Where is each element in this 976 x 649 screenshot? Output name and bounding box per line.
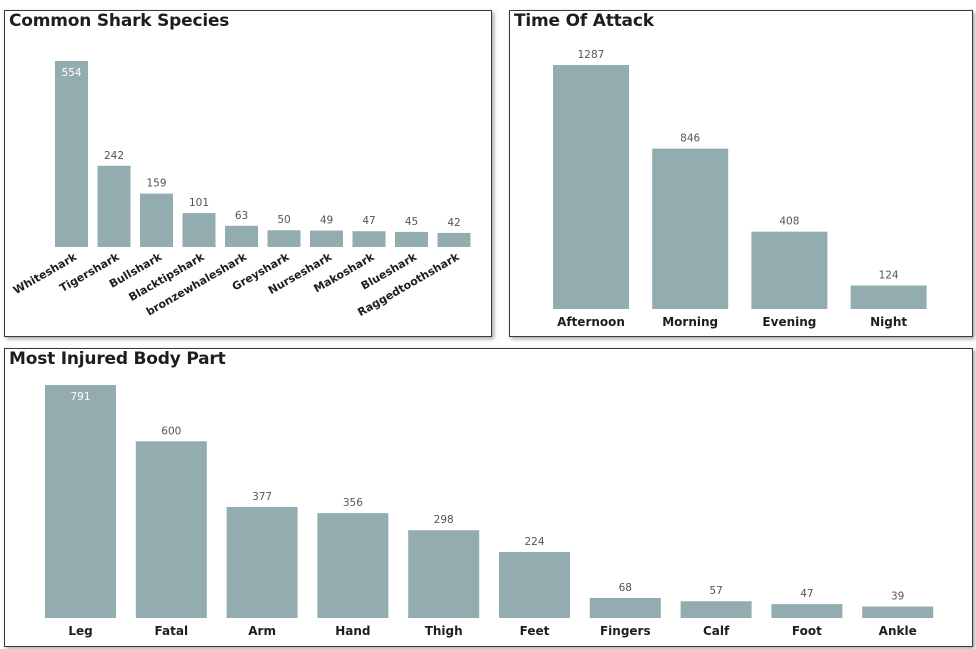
tick-label-evening: Evening [762, 315, 816, 329]
data-label-leg: 791 [70, 391, 90, 403]
bar-tigershark[interactable] [97, 165, 131, 247]
time-chart: 1287 Afternoon 846 Morning 408 Evening 124 Nigh… [553, 49, 927, 329]
data-label-bronzewhaleshark: 63 [235, 210, 248, 222]
time-panel: Time Of Attack 1287 Afternoon 846 Morning 40… [509, 10, 973, 337]
bar-blueshark[interactable] [395, 231, 428, 247]
bar-evening[interactable] [751, 231, 828, 309]
data-label-morning: 846 [680, 133, 700, 145]
tick-label-thigh: Thigh [425, 624, 463, 638]
data-label-hand: 356 [343, 497, 363, 509]
bar-arm[interactable] [226, 506, 298, 618]
tick-label-morning: Morning [662, 315, 718, 329]
bar-blacktipshark[interactable] [182, 213, 216, 247]
tick-label-fingers: Fingers [600, 624, 651, 638]
data-label-bullshark: 159 [146, 178, 166, 190]
bar-nurseshark[interactable] [310, 230, 343, 247]
bar-fatal[interactable] [135, 441, 207, 618]
data-label-fingers: 68 [619, 582, 632, 594]
bar-ankle[interactable] [862, 606, 934, 618]
bar-calf[interactable] [680, 601, 752, 618]
bar-thigh[interactable] [408, 530, 480, 618]
bar-afternoon[interactable] [553, 65, 629, 309]
data-label-makoshark: 47 [362, 215, 375, 227]
data-label-blueshark: 45 [405, 216, 418, 228]
bar-greyshark[interactable] [267, 230, 301, 247]
tick-label-night: Night [870, 315, 907, 329]
bar-leg[interactable] [45, 385, 116, 618]
bar-bronzewhaleshark[interactable] [225, 225, 258, 247]
species-panel: Common Shark Species 554 Whiteshark 242 Tig… [4, 10, 492, 337]
body-part-chart-title: Most Injured Body Part [9, 349, 226, 369]
tick-label-calf: Calf [703, 624, 730, 638]
data-label-raggedtoothshark: 42 [447, 217, 460, 229]
data-label-thigh: 298 [434, 514, 454, 526]
data-label-nurseshark: 49 [320, 215, 333, 227]
data-label-greyshark: 50 [277, 214, 290, 226]
tick-label-hand: Hand [335, 624, 370, 638]
bar-morning[interactable] [652, 148, 729, 309]
data-label-night: 124 [879, 269, 899, 281]
data-label-feet: 224 [524, 536, 544, 548]
data-label-calf: 57 [709, 585, 722, 597]
tick-label-feet: Feet [520, 624, 550, 638]
data-label-ankle: 39 [891, 591, 904, 603]
bar-feet[interactable] [499, 552, 570, 618]
tick-label-arm: Arm [248, 624, 276, 638]
bar-bullshark[interactable] [140, 193, 173, 247]
time-chart-title: Time Of Attack [514, 11, 654, 31]
bar-raggedtoothshark[interactable] [437, 232, 471, 247]
data-label-blacktipshark: 101 [189, 197, 209, 209]
data-label-foot: 47 [800, 588, 813, 600]
data-label-tigershark: 242 [104, 150, 124, 162]
species-chart: 554Whiteshark242Tigershark159Bullshark10… [11, 61, 471, 319]
tick-label-ankle: Ankle [879, 624, 917, 638]
tick-label-afternoon: Afternoon [557, 315, 625, 329]
body-part-panel: Most Injured Body Part 791 Leg 600 Fatal 377… [4, 348, 973, 647]
tick-label-foot: Foot [792, 624, 822, 638]
data-label-evening: 408 [779, 216, 799, 228]
data-label-whiteshark: 554 [61, 67, 81, 79]
data-label-arm: 377 [252, 491, 272, 503]
bar-fingers[interactable] [589, 597, 661, 618]
species-chart-title: Common Shark Species [9, 11, 230, 31]
tick-label-leg: Leg [68, 624, 92, 638]
bar-whiteshark[interactable] [55, 61, 88, 247]
data-label-fatal: 600 [161, 425, 181, 437]
bar-foot[interactable] [771, 604, 843, 618]
tick-label-fatal: Fatal [155, 624, 189, 638]
body-part-chart: 791 Leg 600 Fatal 377 Arm 356 Hand 298 Thigh 224 Fe… [45, 385, 934, 638]
data-label-afternoon: 1287 [578, 49, 605, 61]
bar-makoshark[interactable] [352, 231, 386, 247]
bar-hand[interactable] [317, 513, 389, 618]
bar-night[interactable] [850, 285, 927, 309]
